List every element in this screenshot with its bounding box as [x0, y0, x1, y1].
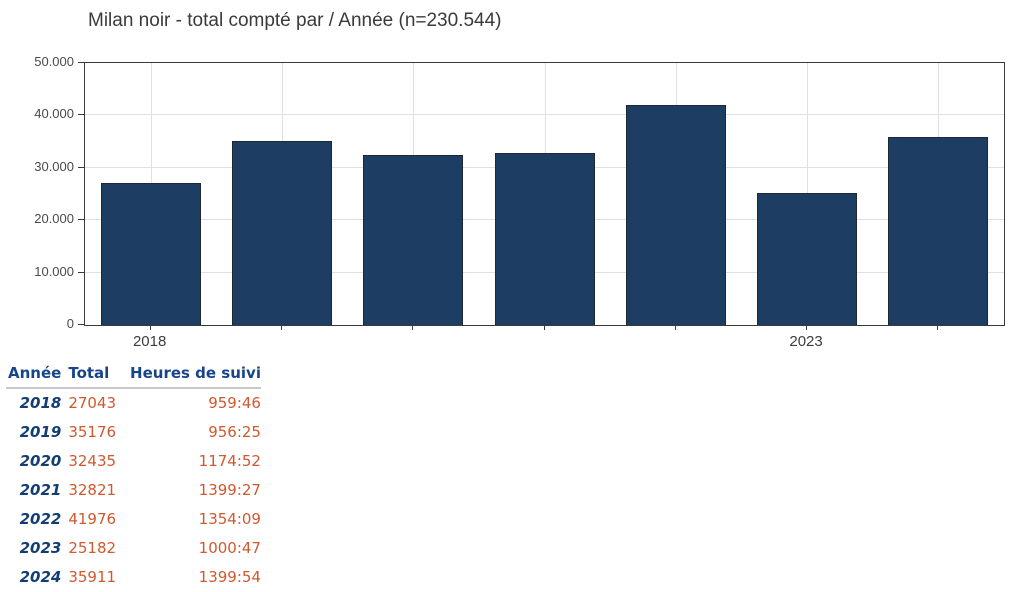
year-cell: 2023	[19, 539, 62, 557]
total-cell: 41976	[68, 510, 117, 528]
y-axis-tick	[78, 219, 84, 221]
column-header-heures-de-suivi: Heures de suivi	[116, 362, 261, 389]
y-axis-tick	[78, 62, 84, 63]
total-cell: 32435	[68, 452, 117, 470]
plot-area	[84, 62, 1005, 326]
bar-2022	[625, 105, 726, 325]
y-axis-label: 0	[66, 316, 74, 331]
year-cell: 2024	[19, 568, 62, 586]
table-row: 2018 27043 959:46	[6, 388, 261, 418]
bar-2021	[494, 153, 595, 325]
y-axis-label: 40.000	[34, 106, 74, 122]
column-header-annee: Année	[6, 362, 62, 389]
table-row: 2023 25182 1000:47	[6, 534, 261, 563]
yearly-totals-table: Année Total Heures de suivi 2018 27043 959…	[6, 362, 261, 592]
x-axis-label: 2023	[789, 333, 823, 350]
hours-cell: 1399:54	[198, 568, 261, 586]
x-axis-tick	[149, 325, 151, 330]
x-axis-tick	[280, 325, 282, 330]
y-axis-label: 30.000	[34, 158, 74, 174]
year-cell: 2022	[19, 510, 62, 528]
table-row: 2022 41976 1354:09	[6, 505, 261, 534]
total-cell: 35911	[68, 568, 117, 586]
chart-title: Milan noir - total compté par / Année (n…	[88, 10, 502, 31]
x-axis-tick	[674, 325, 676, 330]
hours-cell: 959:46	[208, 394, 261, 412]
hours-cell: 1354:09	[198, 510, 261, 528]
table-row: 2024 35911 1399:54	[6, 563, 261, 592]
hours-cell: 1174:52	[198, 452, 261, 470]
hours-cell: 1399:27	[198, 481, 261, 499]
x-axis-tick	[806, 325, 808, 330]
bar-2023	[757, 193, 858, 325]
total-cell: 32821	[68, 481, 117, 499]
table-row: 2020 32435 1174:52	[6, 447, 261, 476]
x-axis-tick	[543, 325, 545, 330]
table-row: 2021 32821 1399:27	[6, 476, 261, 505]
year-cell: 2019	[19, 423, 62, 441]
bar-2020	[363, 155, 464, 325]
year-cell: 2018	[19, 394, 62, 412]
y-axis-label: 20.000	[34, 211, 74, 227]
bar-2024	[888, 136, 989, 325]
y-axis-tick	[78, 114, 84, 116]
x-axis-tick	[937, 325, 939, 330]
hours-cell: 1000:47	[198, 539, 261, 557]
y-axis-tick	[78, 324, 84, 325]
total-cell: 27043	[68, 394, 117, 412]
year-cell: 2021	[19, 481, 62, 499]
total-cell: 35176	[68, 423, 117, 441]
bar-2019	[231, 140, 332, 325]
table-header: Année Total Heures de suivi	[6, 362, 261, 389]
y-axis-tick	[78, 271, 84, 273]
year-cell: 2020	[19, 452, 62, 470]
table-row: 2019 35176 956:25	[6, 418, 261, 447]
y-axis-label: 10.000	[34, 263, 74, 279]
x-axis-tick	[412, 325, 414, 330]
x-axis-label: 2018	[132, 333, 167, 350]
y-axis-label: 50.000	[34, 54, 74, 69]
table-body: 2018 27043 959:46 2019 35176 956:25 2020 32435 1…	[6, 388, 261, 592]
bar-2018	[100, 183, 201, 325]
hours-cell: 956:25	[208, 423, 261, 441]
column-header-total: Total	[61, 362, 117, 389]
total-cell: 25182	[68, 539, 117, 557]
y-axis-tick	[78, 166, 84, 168]
chart-region: Milan noir - total compté par / Année (n…	[34, 10, 1005, 350]
